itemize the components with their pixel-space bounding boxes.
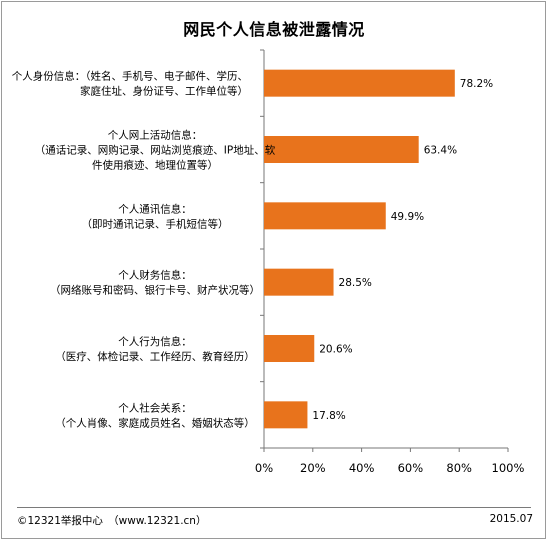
category-label: 个人社会关系： bbox=[118, 401, 192, 414]
bar-value-label: 17.8% bbox=[312, 410, 345, 422]
category-label: 家庭住址、身份证号、工作单位等） bbox=[80, 85, 248, 98]
category-label: （网络账号和密码、银行卡号、财产状况等） bbox=[50, 284, 260, 297]
bar bbox=[264, 202, 386, 230]
bar-value-label: 20.6% bbox=[319, 344, 352, 356]
bar-value-label: 49.9% bbox=[391, 211, 424, 223]
category-label: （医疗、体检记录、工作经历、教育经历） bbox=[55, 350, 255, 363]
category-label: 件使用痕迹、地理位置等） bbox=[92, 159, 218, 172]
category-label: 个人财务信息： bbox=[118, 269, 192, 282]
category-label: （通话记录、网购记录、网站浏览痕迹、IP地址、软 bbox=[35, 144, 276, 157]
footer-divider bbox=[17, 507, 531, 508]
category-label: （个人肖像、家庭成员姓名、婚姻状态等） bbox=[55, 416, 255, 429]
x-tick-label: 60% bbox=[398, 461, 424, 475]
bar bbox=[264, 401, 308, 429]
bar bbox=[264, 69, 455, 97]
bar-value-label: 78.2% bbox=[460, 78, 493, 90]
category-label: 个人通讯信息： bbox=[118, 202, 192, 215]
category-label: 个人身份信息：（姓名、手机号、电子邮件、学历、 bbox=[12, 70, 248, 83]
bar bbox=[264, 136, 419, 163]
bar-value-label: 63.4% bbox=[424, 145, 457, 157]
chart-title: 网民个人信息被泄露情况 bbox=[183, 20, 365, 39]
x-tick-label: 100% bbox=[492, 461, 525, 475]
bar bbox=[264, 268, 334, 296]
category-label: 个人行为信息： bbox=[118, 335, 192, 348]
x-tick-label: 40% bbox=[349, 461, 375, 475]
footer-date: 2015.07 bbox=[489, 513, 533, 525]
footer-source: ©12321举报中心 （www.12321.cn） bbox=[17, 515, 207, 527]
x-tick-label: 20% bbox=[300, 461, 326, 475]
bar-value-label: 28.5% bbox=[339, 277, 372, 289]
category-label: 个人网上活动信息： bbox=[108, 129, 203, 142]
x-tick-label: 80% bbox=[446, 461, 472, 475]
bar bbox=[264, 335, 315, 362]
x-tick-label: 0% bbox=[255, 461, 273, 475]
category-label: （即时通讯记录、手机短信等） bbox=[82, 217, 229, 230]
